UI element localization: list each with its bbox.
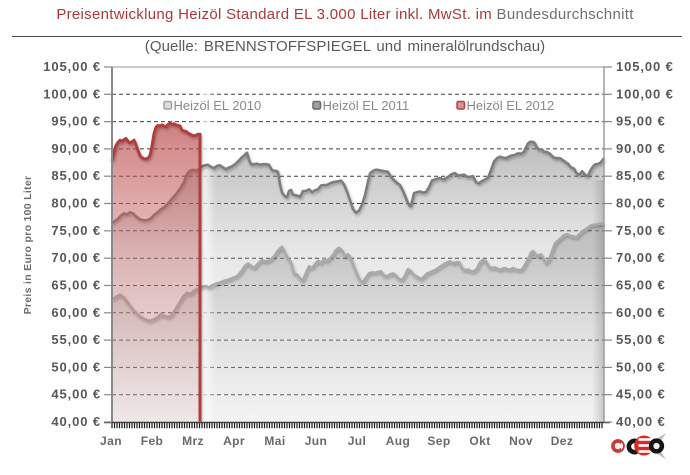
- svg-text:40,00 €: 40,00 €: [616, 414, 666, 429]
- svg-text:80,00 €: 80,00 €: [51, 196, 101, 211]
- svg-text:50,00 €: 50,00 €: [51, 359, 101, 374]
- svg-text:Mrz: Mrz: [182, 434, 204, 448]
- svg-text:Preis in Euro pro 100 Liter: Preis in Euro pro 100 Liter: [22, 176, 34, 315]
- svg-text:80,00 €: 80,00 €: [616, 196, 666, 211]
- svg-text:60,00 €: 60,00 €: [51, 305, 101, 320]
- svg-text:90,00 €: 90,00 €: [616, 141, 666, 156]
- svg-text:45,00 €: 45,00 €: [51, 387, 101, 402]
- svg-text:90,00 €: 90,00 €: [51, 141, 101, 156]
- svg-text:Dez: Dez: [551, 434, 574, 448]
- svg-text:95,00 €: 95,00 €: [51, 114, 101, 129]
- svg-text:75,00 €: 75,00 €: [51, 223, 101, 238]
- svg-text:70,00 €: 70,00 €: [616, 250, 666, 265]
- svg-text:85,00 €: 85,00 €: [616, 168, 666, 183]
- svg-text:Apr: Apr: [223, 434, 245, 448]
- svg-text:Mai: Mai: [264, 434, 285, 448]
- svg-text:105,00 €: 105,00 €: [616, 59, 674, 74]
- svg-text:70,00 €: 70,00 €: [51, 250, 101, 265]
- svg-text:Feb: Feb: [141, 434, 164, 448]
- svg-text:Jun: Jun: [305, 434, 328, 448]
- svg-text:105,00 €: 105,00 €: [43, 59, 101, 74]
- svg-text:85,00 €: 85,00 €: [51, 168, 101, 183]
- svg-text:50,00 €: 50,00 €: [616, 359, 666, 374]
- svg-text:95,00 €: 95,00 €: [616, 114, 666, 129]
- svg-text:65,00 €: 65,00 €: [51, 278, 101, 293]
- svg-text:40,00 €: 40,00 €: [51, 414, 101, 429]
- svg-text:55,00 €: 55,00 €: [51, 332, 101, 347]
- svg-text:Heizöl EL 2012: Heizöl EL 2012: [467, 98, 555, 113]
- svg-text:45,00 €: 45,00 €: [616, 387, 666, 402]
- svg-text:55,00 €: 55,00 €: [616, 332, 666, 347]
- svg-text:Aug: Aug: [386, 434, 411, 448]
- svg-text:65,00 €: 65,00 €: [616, 278, 666, 293]
- svg-text:100,00 €: 100,00 €: [43, 86, 101, 101]
- svg-text:Jan: Jan: [100, 434, 122, 448]
- svg-text:Jul: Jul: [348, 434, 367, 448]
- svg-text:Nov: Nov: [509, 434, 533, 448]
- svg-text:Heizöl EL 2011: Heizöl EL 2011: [323, 98, 410, 113]
- svg-text:100,00 €: 100,00 €: [616, 86, 674, 101]
- svg-text:Sep: Sep: [427, 434, 450, 448]
- svg-text:60,00 €: 60,00 €: [616, 305, 666, 320]
- svg-text:75,00 €: 75,00 €: [616, 223, 666, 238]
- svg-text:Okt: Okt: [469, 434, 490, 448]
- svg-text:Heizöl EL 2010: Heizöl EL 2010: [174, 98, 262, 113]
